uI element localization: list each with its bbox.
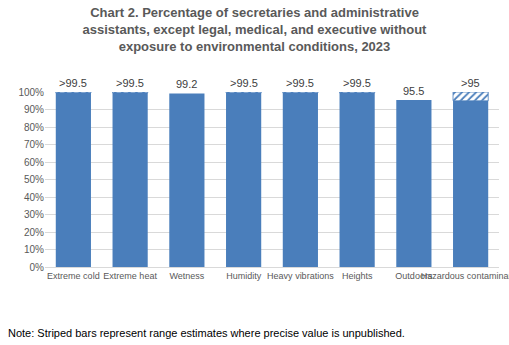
svg-text:80%: 80% xyxy=(24,122,44,133)
svg-text:99.2: 99.2 xyxy=(176,78,197,90)
svg-text:20%: 20% xyxy=(24,227,44,238)
svg-text:50%: 50% xyxy=(24,174,44,185)
svg-text:Chart 2. Percentage of secreta: Chart 2. Percentage of secretaries and a… xyxy=(83,5,428,54)
svg-text:>99.5: >99.5 xyxy=(116,77,144,89)
svg-text:Hazardous contaminants: Hazardous contaminants xyxy=(421,271,509,281)
svg-text:60%: 60% xyxy=(24,157,44,168)
svg-text:Note: Striped bars represent r: Note: Striped bars represent range estim… xyxy=(8,327,405,339)
svg-text:Outdoors: Outdoors xyxy=(395,271,433,281)
svg-text:0%: 0% xyxy=(30,262,45,273)
svg-text:70%: 70% xyxy=(24,139,44,150)
svg-text:Source: U.S. Bureau of Labor S: Source: U.S. Bureau of Labor Statistics,… xyxy=(8,343,379,345)
svg-text:90%: 90% xyxy=(24,104,44,115)
svg-text:95.5: 95.5 xyxy=(403,85,424,97)
svg-text:30%: 30% xyxy=(24,209,44,220)
svg-text:>99.5: >99.5 xyxy=(230,77,258,89)
svg-text:40%: 40% xyxy=(24,192,44,203)
svg-text:10%: 10% xyxy=(24,244,44,255)
svg-text:>99.5: >99.5 xyxy=(286,77,314,89)
svg-text:>99.5: >99.5 xyxy=(343,77,371,89)
svg-text:>95: >95 xyxy=(461,77,480,89)
svg-text:Humidity: Humidity xyxy=(226,271,262,281)
svg-text:100%: 100% xyxy=(18,87,44,98)
svg-text:Heavy vibrations: Heavy vibrations xyxy=(267,271,334,281)
svg-text:Extreme heat: Extreme heat xyxy=(103,271,157,281)
svg-text:Extreme cold: Extreme cold xyxy=(47,271,100,281)
svg-text:Heights: Heights xyxy=(342,271,373,281)
svg-text:Wetness: Wetness xyxy=(169,271,204,281)
svg-text:>99.5: >99.5 xyxy=(59,77,87,89)
